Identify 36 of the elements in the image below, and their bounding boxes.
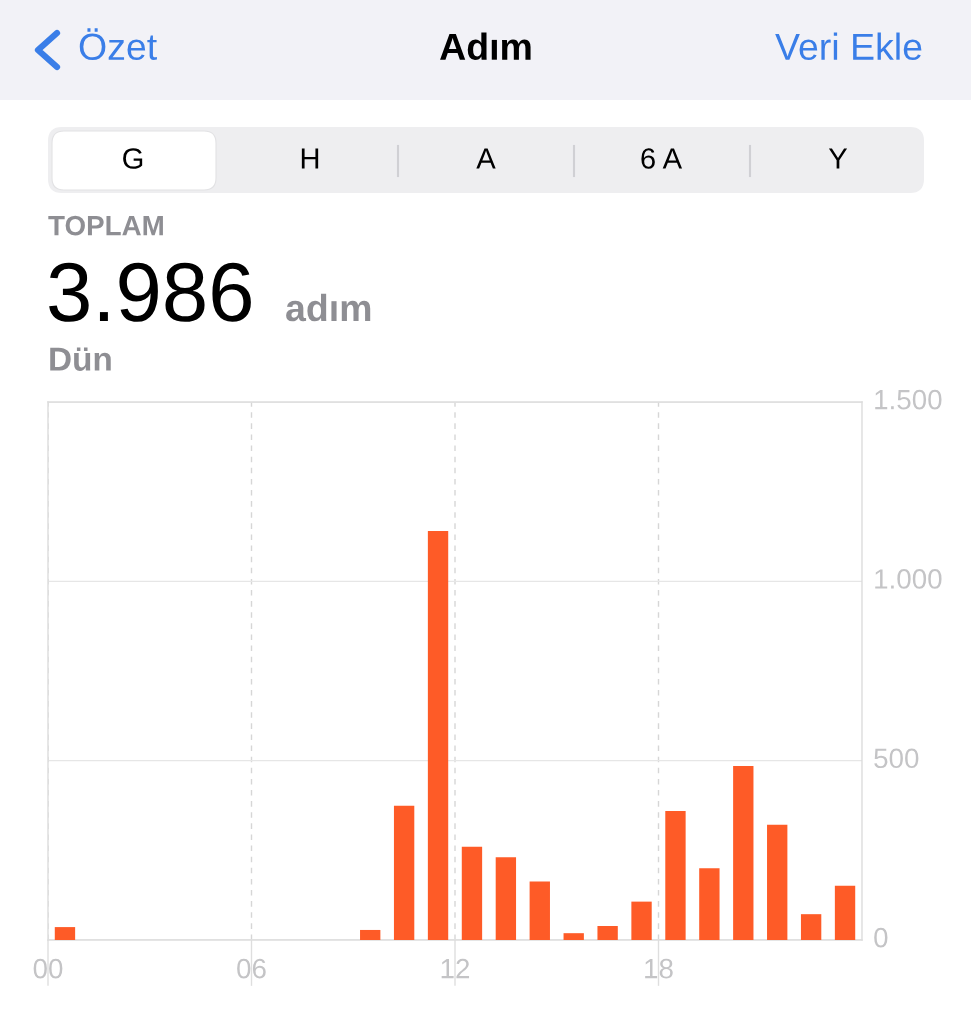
y-tick-label: 1.000	[875, 569, 942, 589]
bar	[360, 929, 381, 940]
text: adım	[286, 293, 371, 322]
text: G	[123, 148, 143, 169]
bar	[54, 927, 76, 940]
bar	[733, 766, 754, 940]
text: 6 A	[641, 148, 683, 169]
bar	[665, 810, 686, 940]
text: Veri Ekle	[775, 32, 922, 61]
bar	[427, 531, 449, 940]
text: A	[476, 148, 496, 169]
bar	[597, 926, 618, 940]
bar	[834, 885, 856, 940]
y-tick-label: 1.500	[875, 389, 942, 410]
bar	[699, 868, 720, 940]
x-tick-label: 12	[441, 958, 470, 979]
y-tick-label: 0	[874, 927, 888, 948]
bar	[767, 824, 788, 940]
x-tick-label: 06	[237, 958, 266, 979]
text: Dün	[50, 347, 111, 371]
x-tick-label: 18	[645, 958, 673, 979]
y-tick-label: 500	[874, 748, 919, 769]
text: Y	[828, 148, 848, 169]
bar	[461, 846, 483, 940]
text: TOPLAM	[48, 215, 163, 236]
bar	[563, 933, 584, 940]
text: Özet	[79, 28, 157, 61]
text: 3.986	[49, 262, 251, 322]
bar	[800, 914, 822, 940]
text: H	[301, 148, 319, 169]
bar	[495, 857, 517, 940]
bar	[529, 881, 550, 940]
chart-title: Adım	[440, 32, 531, 61]
x-tick-label: 00	[33, 958, 63, 979]
bar	[631, 901, 652, 940]
bar	[393, 805, 415, 940]
